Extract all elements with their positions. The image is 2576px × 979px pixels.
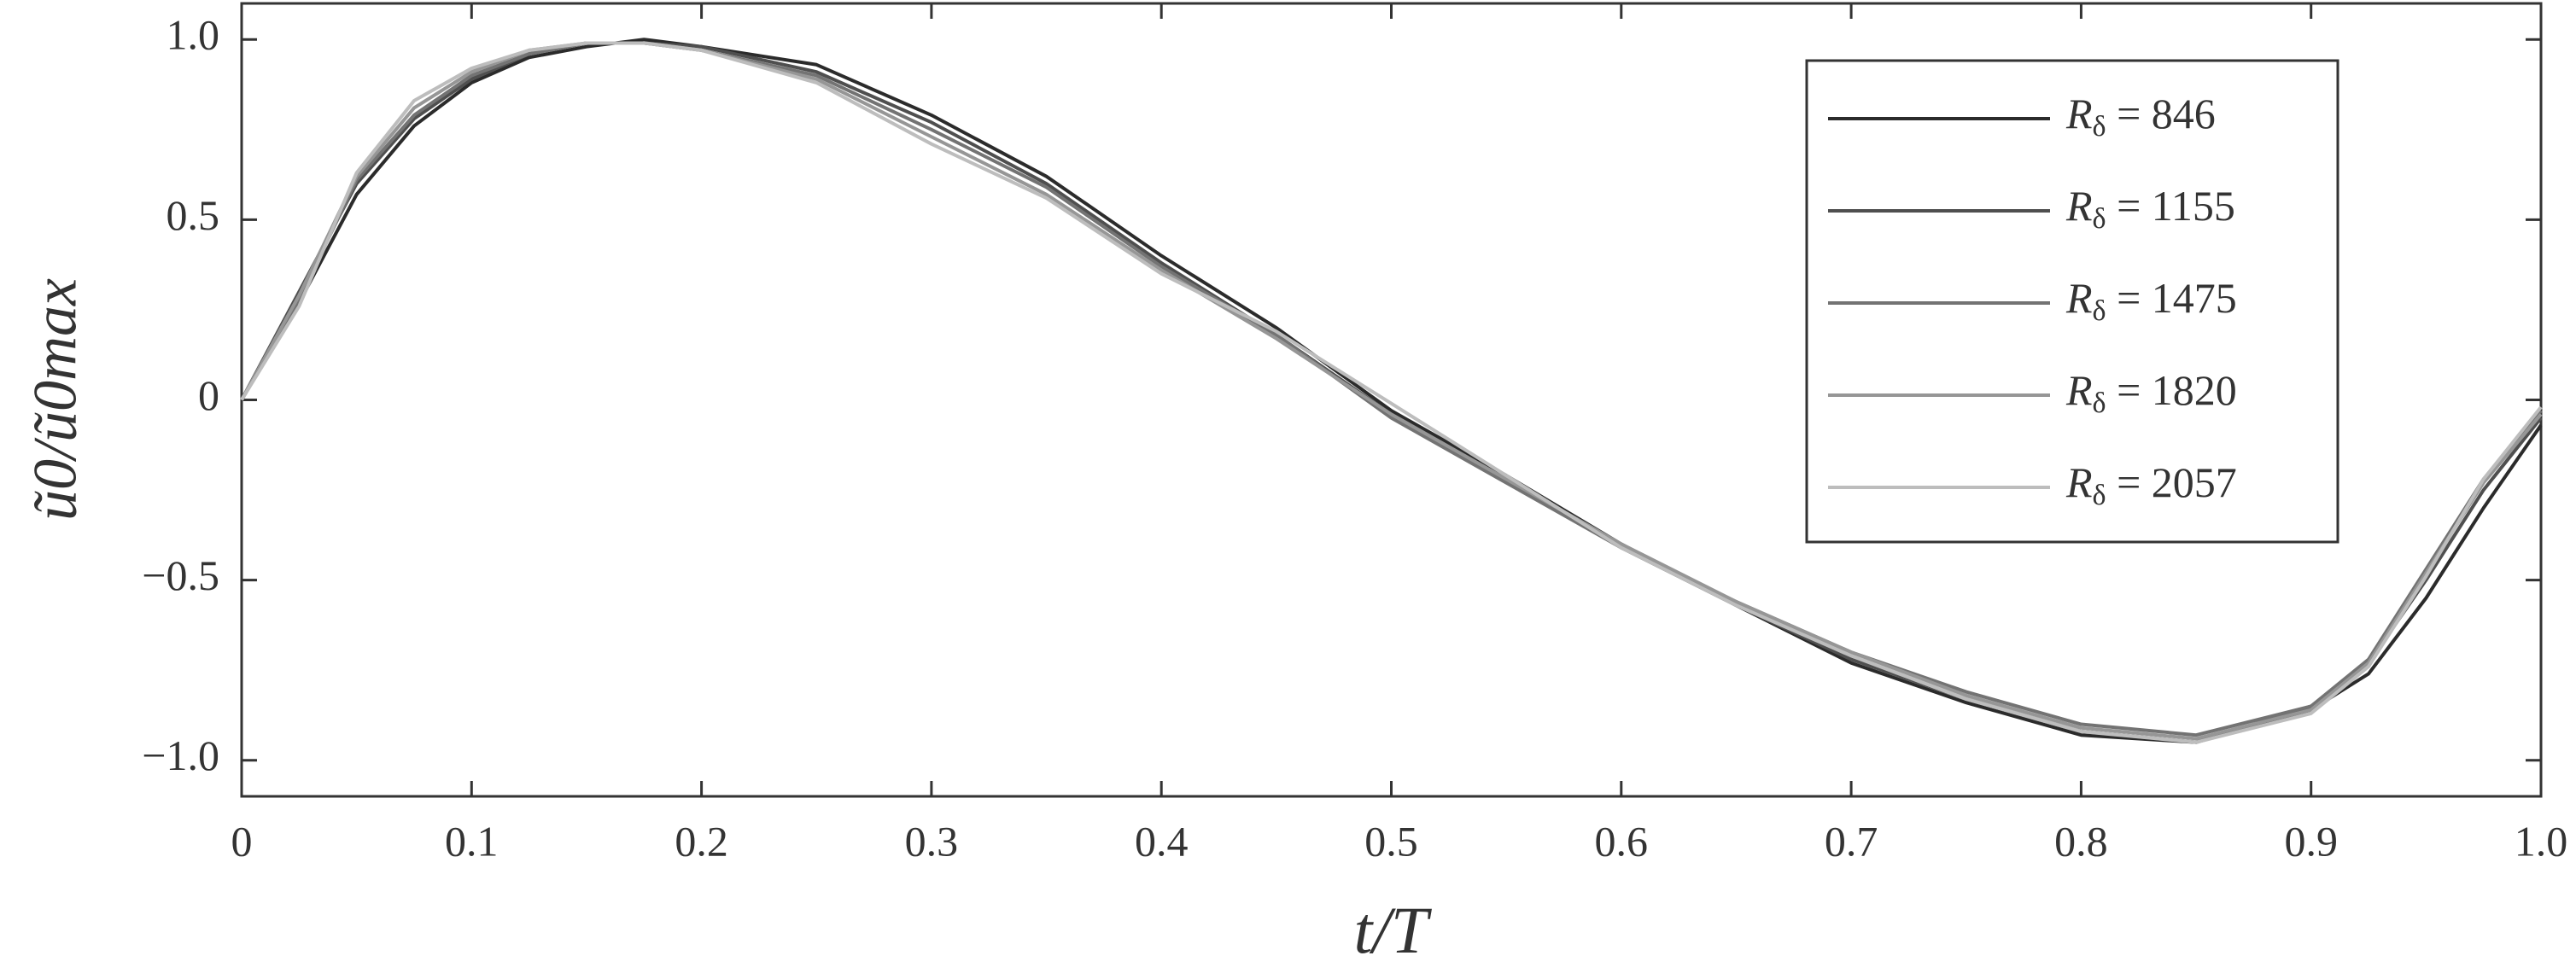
x-tick-label: 0.9	[2284, 817, 2338, 865]
legend-subscript: δ	[2093, 388, 2106, 419]
x-tick-label: 0.8	[2054, 817, 2108, 865]
x-tick-label: 1.0	[2515, 817, 2568, 865]
legend-symbol: R	[2065, 182, 2093, 230]
legend-symbol: R	[2065, 90, 2093, 137]
y-tick-label: 0.5	[166, 191, 220, 239]
y-tick-label: 0	[198, 371, 219, 419]
y-tick-label: −0.5	[142, 551, 219, 599]
x-tick-label: 0.3	[905, 817, 959, 865]
legend-symbol: R	[2065, 274, 2093, 322]
legend-subscript: δ	[2093, 480, 2106, 511]
x-tick-label: 0.4	[1135, 817, 1189, 865]
y-axis-label: ũ0/ũ0max	[21, 278, 90, 521]
legend-label: Rδ = 1820	[2065, 366, 2237, 418]
legend-label: Rδ = 846	[2065, 90, 2216, 142]
legend-label: Rδ = 1155	[2065, 182, 2235, 234]
legend-symbol: R	[2065, 458, 2093, 506]
x-tick-label: 0.5	[1364, 817, 1418, 865]
x-tick-label: 0.6	[1595, 817, 1649, 865]
legend-subscript: δ	[2093, 295, 2106, 327]
legend-subscript: δ	[2093, 203, 2106, 235]
legend-symbol: R	[2065, 366, 2093, 414]
x-axis-label: t/T	[1354, 893, 1432, 967]
series-line	[240, 41, 2543, 744]
series-line	[240, 41, 2543, 741]
series-line	[240, 41, 2543, 737]
legend-rest: = 2057	[2106, 458, 2237, 506]
legend-rest: = 846	[2106, 90, 2216, 137]
x-tick-label: 0.7	[1825, 817, 1878, 865]
x-tick-label: 0	[231, 817, 253, 865]
x-tick-label: 0.1	[445, 817, 499, 865]
legend-rest: = 1820	[2106, 366, 2237, 414]
y-tick-label: −1.0	[142, 731, 219, 779]
legend-rest: = 1155	[2106, 182, 2235, 230]
legend-subscript: δ	[2093, 111, 2106, 143]
legend-rest: = 1475	[2106, 274, 2237, 322]
legend-label: Rδ = 1475	[2065, 274, 2237, 326]
x-tick-label: 0.2	[675, 817, 728, 865]
y-tick-label: 1.0	[166, 11, 220, 59]
legend-label: Rδ = 2057	[2065, 458, 2237, 510]
